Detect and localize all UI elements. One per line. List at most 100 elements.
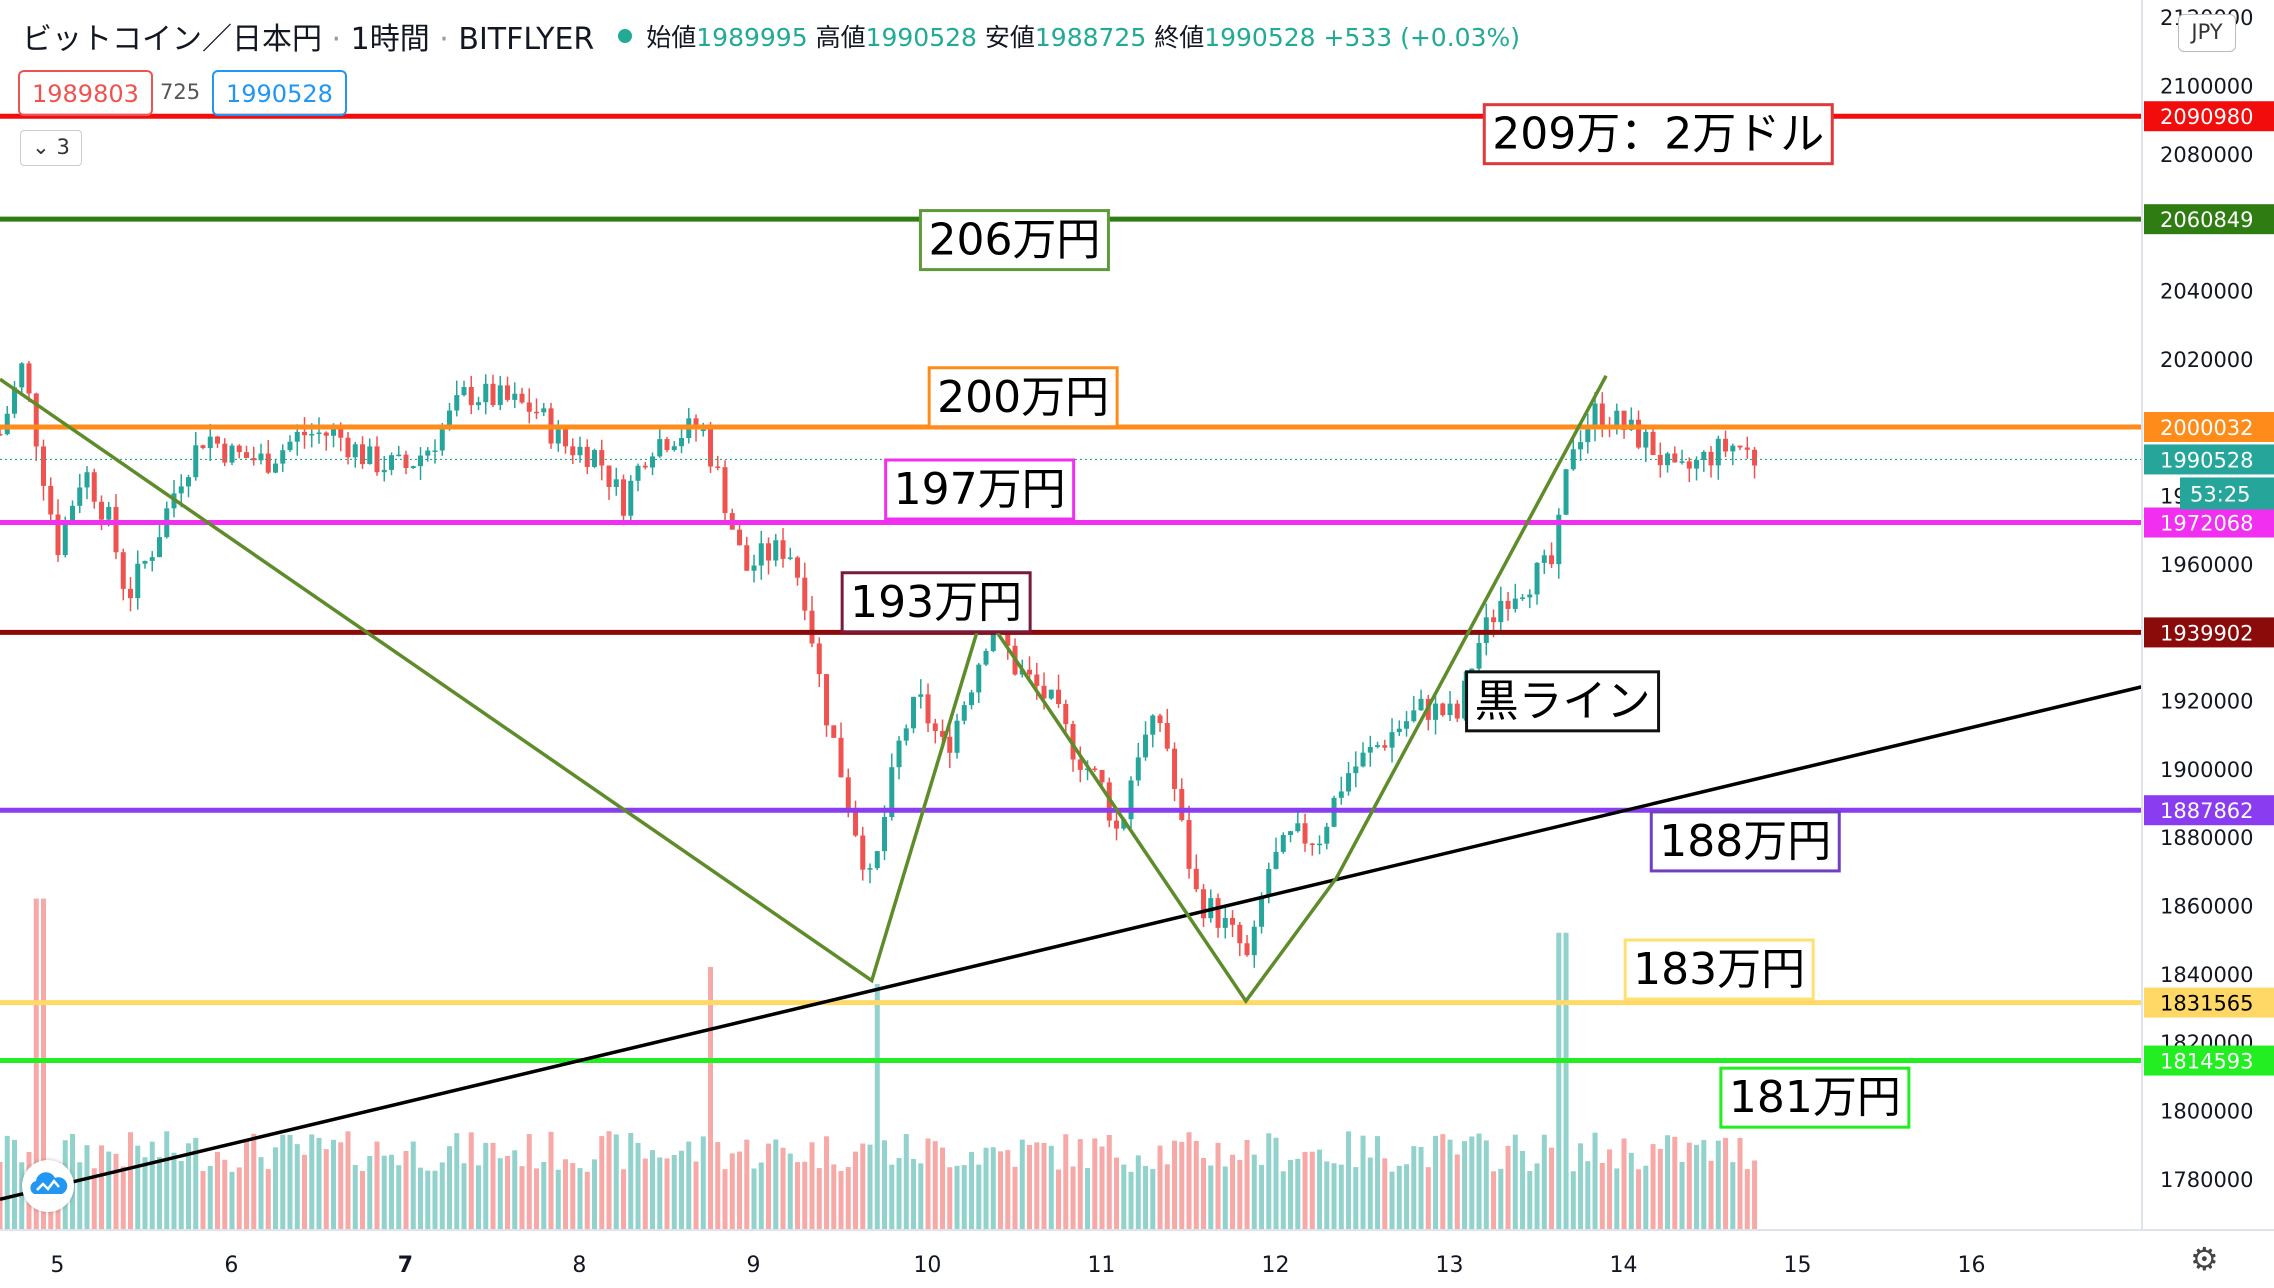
candle-body bbox=[1280, 835, 1286, 852]
y-tick-label: 1780000 bbox=[2160, 1168, 2254, 1192]
candle-body bbox=[19, 363, 25, 388]
candle-body bbox=[1462, 680, 1468, 719]
candle-body bbox=[323, 432, 329, 436]
annotation-label: 181万円 bbox=[1719, 1066, 1911, 1129]
candle-body bbox=[563, 429, 569, 447]
y-tick-label: 1840000 bbox=[2160, 963, 2254, 987]
volume-bar bbox=[1549, 1147, 1555, 1230]
annotation-label: 206万円 bbox=[918, 209, 1110, 272]
annotation-box bbox=[884, 458, 1076, 521]
candle-body bbox=[838, 737, 844, 778]
volume-bar bbox=[744, 1139, 750, 1230]
candle-body bbox=[1222, 917, 1228, 928]
volume-bar bbox=[128, 1132, 134, 1230]
volume-bar bbox=[1114, 1157, 1120, 1230]
x-tick-label: 14 bbox=[1609, 1253, 1637, 1278]
volume-bar bbox=[766, 1143, 772, 1230]
volume-bar bbox=[367, 1155, 373, 1230]
volume-bar bbox=[1259, 1164, 1265, 1230]
symbol-title[interactable]: ビットコイン／日本円 · 1時間 · BITFLYER bbox=[22, 22, 595, 57]
tradingview-logo[interactable] bbox=[22, 1160, 74, 1212]
volume-bar bbox=[338, 1142, 344, 1230]
candle-body bbox=[128, 588, 134, 599]
volume-bar bbox=[1179, 1141, 1185, 1230]
volume-bar bbox=[77, 1162, 83, 1230]
candle-body bbox=[1686, 461, 1692, 469]
candle-body bbox=[613, 479, 619, 487]
candle-body bbox=[1418, 698, 1424, 711]
volume-bar bbox=[780, 1147, 786, 1230]
volume-bar bbox=[1317, 1149, 1323, 1230]
volume-bar bbox=[1628, 1152, 1634, 1230]
candle-body bbox=[396, 454, 402, 457]
low-value: 1988725 bbox=[1034, 23, 1147, 52]
volume-bar bbox=[1085, 1168, 1091, 1230]
volume-bar bbox=[1636, 1169, 1642, 1230]
annotation-text: 200万円 bbox=[937, 372, 1109, 423]
candle-body bbox=[1636, 419, 1642, 448]
volume-bar bbox=[1128, 1171, 1134, 1230]
candle-body bbox=[389, 455, 395, 470]
buy-button[interactable]: 1990528 bbox=[212, 70, 347, 116]
volume-bar bbox=[1106, 1134, 1112, 1230]
volume-bar bbox=[120, 1166, 126, 1230]
candle-body bbox=[1541, 555, 1547, 563]
volume-bar bbox=[1440, 1134, 1446, 1230]
indicators-count: 3 bbox=[56, 135, 70, 159]
volume-bar bbox=[1027, 1144, 1033, 1230]
candle-body bbox=[1360, 752, 1366, 767]
price-tag-label: 1814593 bbox=[2160, 1050, 2254, 1074]
candle-body bbox=[186, 477, 192, 487]
candle-body bbox=[222, 443, 228, 463]
volume-bar bbox=[570, 1163, 576, 1230]
candle-body bbox=[265, 453, 271, 473]
candle-body bbox=[555, 429, 561, 444]
countdown-tag bbox=[2180, 477, 2274, 510]
currency-button[interactable]: JPY bbox=[2178, 14, 2236, 52]
volume-bar bbox=[258, 1157, 264, 1230]
volume-bar bbox=[352, 1165, 358, 1230]
volume-bar bbox=[628, 1133, 634, 1230]
candle-body bbox=[1512, 598, 1518, 609]
candle-body bbox=[1367, 746, 1373, 753]
candle-body bbox=[526, 402, 532, 412]
candle-body bbox=[816, 643, 822, 675]
candle-body bbox=[244, 452, 250, 459]
exchange-label: BITFLYER bbox=[458, 22, 595, 57]
volume-bar bbox=[1157, 1145, 1163, 1230]
volume-bar bbox=[555, 1169, 561, 1230]
indicators-toggle[interactable]: ⌄ 3 bbox=[20, 130, 82, 166]
volume-bar bbox=[135, 1145, 141, 1230]
volume-bar bbox=[1418, 1146, 1424, 1230]
volume-bar bbox=[1730, 1162, 1736, 1230]
annotation-box bbox=[1482, 103, 1834, 166]
candle-body bbox=[1157, 715, 1163, 724]
candle-body bbox=[476, 402, 482, 406]
volume-bar bbox=[599, 1136, 605, 1230]
volume-bar bbox=[33, 898, 39, 1230]
volume-bar bbox=[729, 1153, 735, 1230]
gear-icon[interactable]: ⚙ bbox=[2190, 1240, 2219, 1278]
candle-body bbox=[1027, 669, 1033, 675]
candle-body bbox=[1730, 445, 1736, 452]
x-tick-label: 12 bbox=[1261, 1253, 1289, 1278]
volume-bar bbox=[1614, 1168, 1620, 1230]
candle-body bbox=[345, 437, 351, 458]
candle-body bbox=[708, 429, 714, 467]
change-value: +533 (+0.03%) bbox=[1323, 23, 1520, 52]
open-value: 1989995 bbox=[696, 23, 808, 52]
candle-body bbox=[693, 418, 699, 430]
volume-bar bbox=[874, 984, 880, 1230]
x-tick-label: 16 bbox=[1957, 1253, 1985, 1278]
candle-body bbox=[1396, 728, 1402, 733]
candle-body bbox=[193, 445, 199, 478]
sell-button[interactable]: 1989803 bbox=[18, 70, 153, 116]
candle-body bbox=[1041, 685, 1047, 699]
volume-bar bbox=[700, 1136, 706, 1230]
candle-body bbox=[1077, 759, 1083, 770]
volume-bar bbox=[1462, 1141, 1468, 1230]
volume-bar bbox=[809, 1142, 815, 1230]
volume-bar bbox=[149, 1141, 155, 1230]
price-axis: 1780000180000018200001840000186000018800… bbox=[2160, 6, 2254, 1192]
